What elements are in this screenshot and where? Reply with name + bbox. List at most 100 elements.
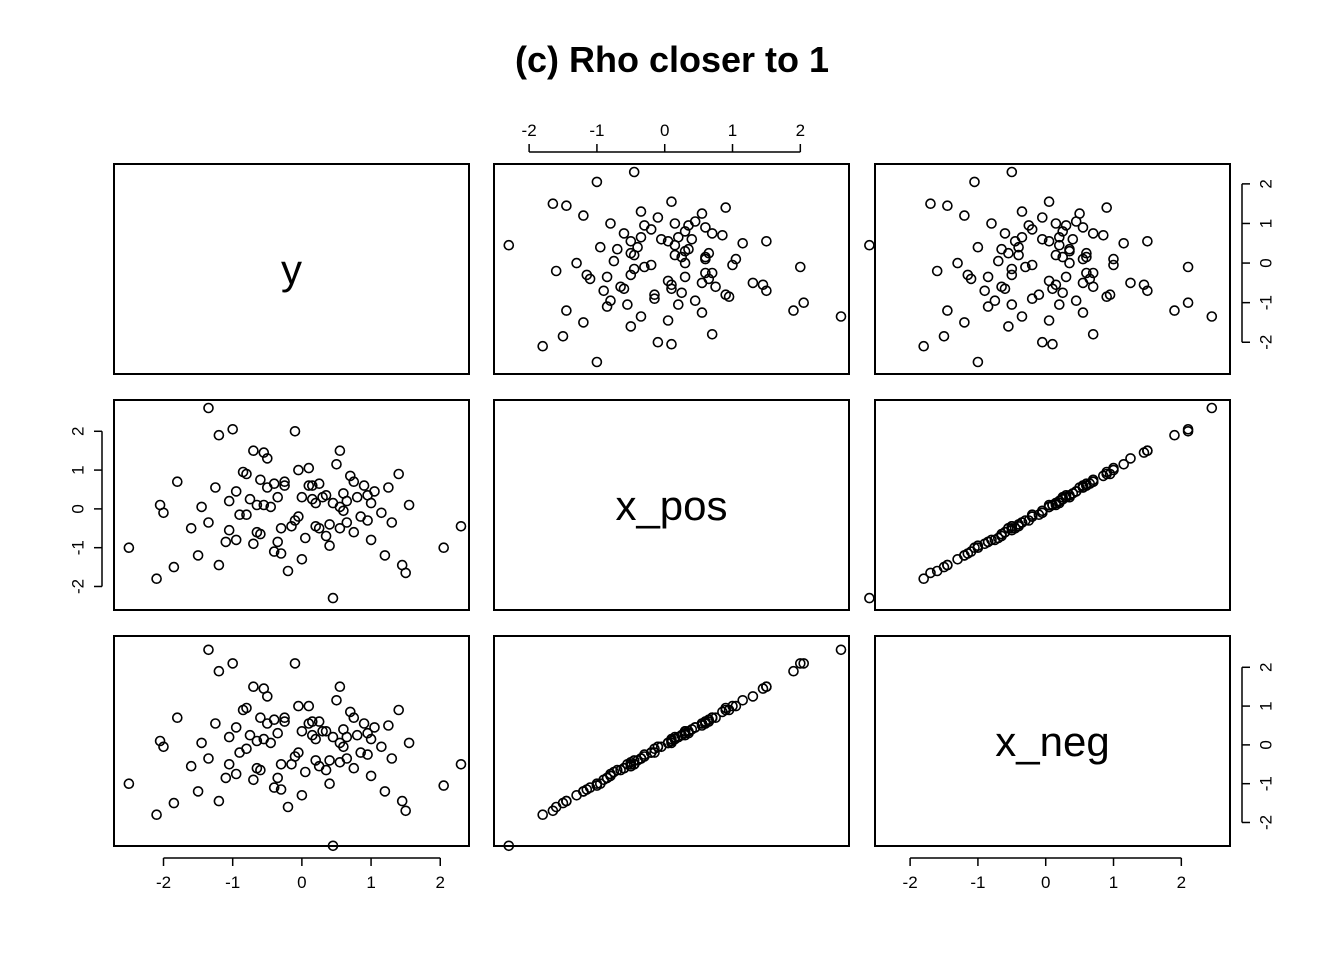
data-point xyxy=(794,261,806,273)
data-point xyxy=(455,520,467,532)
data-point xyxy=(1054,299,1065,310)
tick-label: 2 xyxy=(1257,663,1276,672)
data-point xyxy=(1084,478,1096,490)
panel-frame xyxy=(874,163,1231,375)
data-point xyxy=(168,561,180,573)
data-point xyxy=(223,758,235,770)
data-point xyxy=(1125,453,1136,464)
data-point xyxy=(272,491,284,503)
data-point xyxy=(1026,259,1038,271)
data-point xyxy=(1057,287,1068,299)
data-point xyxy=(706,228,718,239)
data-point xyxy=(561,200,572,211)
panel-frame xyxy=(874,399,1231,611)
data-point xyxy=(213,665,225,677)
data-point xyxy=(1060,489,1072,501)
data-point xyxy=(1060,220,1072,231)
data-point xyxy=(679,271,691,283)
tick-label: 0 xyxy=(69,504,88,513)
data-point xyxy=(972,241,984,253)
data-point xyxy=(1108,253,1119,265)
data-point xyxy=(379,786,391,797)
data-point xyxy=(341,753,353,764)
data-point xyxy=(123,542,135,554)
tick-label: -1 xyxy=(69,540,88,555)
data-point xyxy=(213,795,225,807)
data-point xyxy=(925,198,936,209)
tick-label: -2 xyxy=(1257,335,1276,350)
data-point xyxy=(669,249,681,261)
data-point xyxy=(1050,249,1062,261)
data-point xyxy=(959,317,970,328)
data-point xyxy=(258,683,270,694)
data-point xyxy=(835,311,847,322)
data-point xyxy=(696,307,708,318)
tick-label: -1 xyxy=(1257,776,1276,791)
data-point xyxy=(1077,253,1089,265)
data-point xyxy=(864,239,875,251)
y-axis-left-x_pos: -2 -1 0 1 2 xyxy=(69,427,103,594)
data-point xyxy=(676,287,688,299)
data-point xyxy=(1064,243,1075,255)
data-point xyxy=(272,772,284,784)
data-point xyxy=(320,725,332,737)
data-point xyxy=(737,694,749,706)
tick-label: 0 xyxy=(1257,258,1276,267)
data-point xyxy=(348,526,360,538)
data-point xyxy=(251,735,263,747)
tick-label: -2 xyxy=(1257,815,1276,830)
data-point xyxy=(265,737,277,749)
panel-frame xyxy=(874,635,1231,847)
data-point xyxy=(639,220,650,231)
data-point xyxy=(203,517,214,528)
data-point xyxy=(306,493,318,505)
data-point xyxy=(310,520,322,532)
panel-x_pos-vs-y xyxy=(113,399,470,611)
data-point xyxy=(1087,267,1099,279)
tick-label: 1 xyxy=(1257,701,1276,710)
data-point xyxy=(1104,468,1116,480)
data-point xyxy=(788,305,799,316)
data-point xyxy=(324,778,335,790)
data-point xyxy=(635,206,647,217)
tick-label: 2 xyxy=(796,121,805,140)
data-point xyxy=(365,534,377,546)
data-point xyxy=(1138,447,1150,458)
data-point xyxy=(376,507,387,519)
data-point xyxy=(279,476,290,488)
data-point xyxy=(683,243,694,255)
data-point xyxy=(503,239,515,251)
data-point xyxy=(942,200,953,211)
diagonal-label: y xyxy=(281,246,302,293)
panel-x_neg-vs-y xyxy=(113,635,470,852)
data-point xyxy=(996,243,1007,255)
data-point xyxy=(154,499,166,511)
data-point xyxy=(331,458,342,470)
data-point xyxy=(334,445,346,457)
data-point xyxy=(123,778,135,790)
data-point xyxy=(942,559,953,571)
data-point xyxy=(192,550,204,561)
data-point xyxy=(396,795,408,807)
data-point xyxy=(1125,277,1136,289)
data-point xyxy=(296,553,308,565)
data-point xyxy=(578,786,589,797)
tick-label: 2 xyxy=(69,427,88,436)
data-point xyxy=(1054,495,1065,507)
data-point xyxy=(1037,212,1048,223)
data-point xyxy=(1060,271,1072,283)
data-point xyxy=(296,789,308,801)
tick-label: 2 xyxy=(1257,179,1276,188)
data-point xyxy=(255,474,266,486)
data-point xyxy=(996,281,1007,293)
data-point xyxy=(303,718,315,729)
data-point xyxy=(798,297,810,309)
data-point xyxy=(1016,232,1028,243)
data-point xyxy=(310,755,322,766)
data-point xyxy=(220,772,232,784)
panel-frame xyxy=(493,399,850,611)
tick-label: 1 xyxy=(1109,873,1118,892)
data-point xyxy=(168,797,180,809)
data-point xyxy=(1016,206,1028,217)
data-point xyxy=(275,758,287,770)
